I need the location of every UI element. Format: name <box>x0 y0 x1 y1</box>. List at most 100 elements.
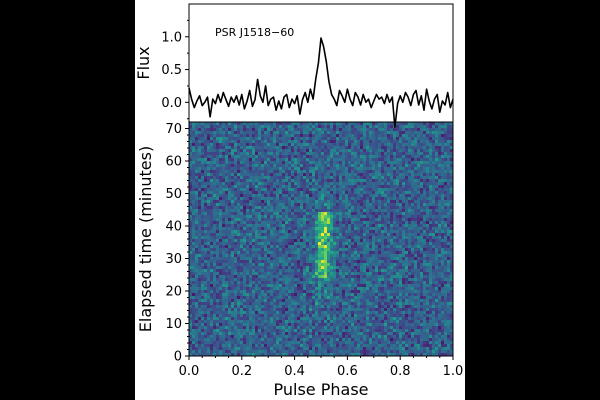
heatmap-cell <box>435 176 439 180</box>
heatmap-cell <box>393 203 397 207</box>
heatmap-cell <box>402 143 406 147</box>
heatmap-cell <box>312 173 316 177</box>
heatmap-cell <box>321 140 325 144</box>
heatmap-cell <box>423 140 427 144</box>
heatmap-cell <box>405 248 409 252</box>
heatmap-cell <box>210 182 214 186</box>
heatmap-cell <box>189 128 193 132</box>
heatmap-cell <box>288 221 292 225</box>
heatmap-cell <box>201 266 205 270</box>
heatmap-cell <box>204 146 208 150</box>
heatmap-cell <box>243 143 247 147</box>
heatmap-cell <box>351 233 355 237</box>
heatmap-cell <box>279 149 283 153</box>
heatmap-cell <box>375 182 379 186</box>
heatmap-cell <box>426 248 430 252</box>
heatmap-cell <box>441 143 445 147</box>
heatmap-cell <box>306 200 310 204</box>
heatmap-cell <box>252 272 256 276</box>
heatmap-cell <box>429 251 433 255</box>
heatmap-cell <box>450 173 454 177</box>
heatmap-cell <box>273 122 277 126</box>
heatmap-cell <box>357 260 361 264</box>
heatmap-cell <box>435 194 439 198</box>
heatmap-cell <box>300 206 304 210</box>
heatmap-cell <box>201 224 205 228</box>
heatmap-cell <box>399 146 403 150</box>
heatmap-cell <box>360 182 364 186</box>
heatmap-cell <box>192 218 196 222</box>
heatmap-cell <box>261 251 265 255</box>
heatmap-cell <box>300 179 304 183</box>
heatmap-cell <box>210 188 214 192</box>
heatmap-cell <box>426 212 430 216</box>
heatmap-cell <box>447 227 451 231</box>
heatmap-cell <box>282 218 286 222</box>
heatmap-cell <box>219 260 223 264</box>
heatmap-cell <box>378 224 382 228</box>
heatmap-cell <box>342 275 346 279</box>
heatmap-cell <box>306 257 310 261</box>
heatmap-cell <box>216 203 220 207</box>
heatmap-cell <box>285 188 289 192</box>
heatmap-cell <box>384 191 388 195</box>
heatmap-cell <box>369 137 373 141</box>
heatmap-cell <box>414 227 418 231</box>
heatmap-cell <box>438 227 442 231</box>
heatmap-cell <box>195 143 199 147</box>
heatmap-cell <box>420 227 424 231</box>
heatmap-cell <box>318 254 322 258</box>
heatmap-cell <box>330 236 334 240</box>
heatmap-cell <box>297 182 301 186</box>
heatmap-cell <box>198 155 202 159</box>
heatmap-cell <box>207 224 211 228</box>
heatmap-cell <box>192 152 196 156</box>
heatmap-cell <box>246 242 250 246</box>
heatmap-cell <box>327 224 331 228</box>
heatmap-cell <box>294 134 298 138</box>
heatmap-cell <box>375 236 379 240</box>
heatmap-cell <box>405 239 409 243</box>
heatmap-cell <box>249 230 253 234</box>
heatmap-cell <box>333 164 337 168</box>
heatmap-cell <box>321 173 325 177</box>
heatmap-cell <box>399 134 403 138</box>
heatmap-cell <box>318 251 322 255</box>
heatmap-cell <box>381 218 385 222</box>
heatmap-cell <box>426 245 430 249</box>
heatmap-cell <box>384 140 388 144</box>
heatmap-cell <box>441 230 445 234</box>
heatmap-cell <box>201 200 205 204</box>
heatmap-cell <box>192 263 196 267</box>
heatmap-cell <box>231 203 235 207</box>
heatmap-cell <box>363 233 367 237</box>
heatmap-cell <box>198 173 202 177</box>
heatmap-cell <box>288 176 292 180</box>
heatmap-cell <box>216 122 220 126</box>
heatmap-cell <box>321 248 325 252</box>
heatmap-cell <box>309 125 313 129</box>
heatmap-cell <box>390 206 394 210</box>
heatmap-cell <box>204 284 208 288</box>
heatmap-cell <box>189 164 193 168</box>
heatmap-cell <box>213 287 217 291</box>
heatmap-cell <box>327 281 331 285</box>
heatmap-cell <box>432 179 436 183</box>
heatmap-cell <box>264 263 268 267</box>
heatmap-cell <box>243 194 247 198</box>
heatmap-cell <box>354 239 358 243</box>
heatmap-cell <box>444 134 448 138</box>
heatmap-cell <box>300 161 304 165</box>
heatmap-cell <box>231 194 235 198</box>
heatmap-cell <box>207 233 211 237</box>
heatmap-cell <box>225 251 229 255</box>
heatmap-cell <box>273 161 277 165</box>
heatmap-cell <box>204 221 208 225</box>
heatmap-cell <box>264 182 268 186</box>
heatmap-cell <box>285 149 289 153</box>
heatmap-cell <box>372 248 376 252</box>
heatmap-cell <box>375 242 379 246</box>
heatmap-cell <box>384 182 388 186</box>
heatmap-cell <box>375 143 379 147</box>
heatmap-cell <box>288 146 292 150</box>
